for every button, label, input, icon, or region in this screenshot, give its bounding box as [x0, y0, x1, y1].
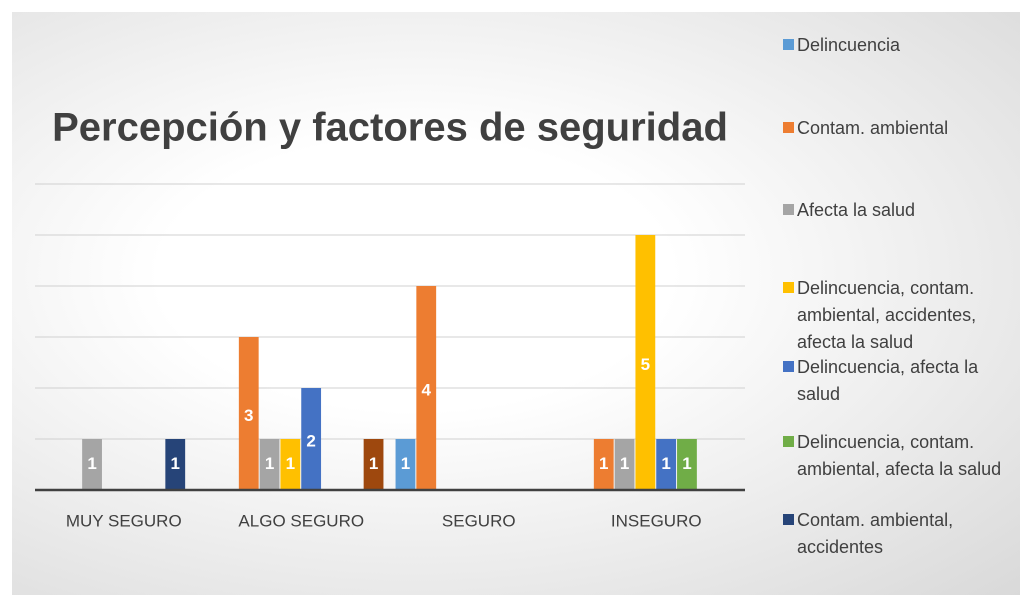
bar	[395, 439, 416, 490]
bar	[238, 337, 259, 490]
legend-swatch	[783, 39, 794, 50]
legend-swatch	[783, 361, 794, 372]
bar	[656, 439, 677, 490]
data-label: 3	[244, 406, 253, 425]
chart-background	[12, 12, 1020, 595]
data-label: 1	[682, 454, 691, 473]
x-tick-label: INSEGURO	[611, 511, 702, 530]
legend-label: Contam. ambiental, accidentes	[797, 510, 954, 557]
bar	[259, 439, 280, 490]
bar	[593, 439, 614, 490]
data-label: 4	[422, 380, 432, 399]
legend-label: Delincuencia, contam. ambiental, afecta …	[797, 432, 1002, 479]
legend-swatch	[783, 282, 794, 293]
chart-title: Percepción y factores de seguridad	[52, 106, 728, 150]
data-label: 1	[369, 454, 378, 473]
legend-item: Contam. ambiental	[783, 115, 1018, 142]
bar	[614, 439, 635, 490]
legend-swatch	[783, 204, 794, 215]
data-label: 1	[286, 454, 295, 473]
legend-item: Delincuencia, contam. ambiental, acciden…	[783, 275, 1018, 356]
bar	[301, 388, 322, 490]
data-label: 2	[306, 431, 315, 450]
legend-item: Delincuencia	[783, 32, 1018, 59]
bar	[363, 439, 384, 490]
data-label: 1	[171, 454, 180, 473]
bar	[635, 235, 656, 490]
legend-label: Contam. ambiental	[797, 118, 949, 138]
bar	[677, 439, 697, 490]
legend-item: Delincuencia, contam. ambiental, afecta …	[783, 429, 1018, 483]
legend-label: Delincuencia, afecta la salud	[797, 357, 979, 404]
x-tick-label: SEGURO	[442, 511, 516, 530]
legend-swatch	[783, 436, 794, 447]
legend-label: Delincuencia, contam. ambiental, acciden…	[797, 278, 977, 352]
x-tick-label: ALGO SEGURO	[238, 511, 364, 530]
bar	[165, 439, 186, 490]
data-label: 1	[599, 454, 608, 473]
data-label: 1	[401, 454, 410, 473]
bar	[416, 286, 437, 490]
bar	[280, 439, 301, 490]
legend-swatch	[783, 514, 794, 525]
legend-item: Contam. ambiental, accidentes	[783, 507, 1018, 561]
legend-label: Afecta la salud	[797, 200, 916, 220]
data-label: 1	[620, 454, 629, 473]
legend-item: Delincuencia, afecta la salud	[783, 354, 1018, 408]
legend-swatch	[783, 122, 794, 133]
x-tick-label: MUY SEGURO	[66, 511, 182, 530]
data-label: 1	[265, 454, 274, 473]
data-label: 1	[87, 454, 96, 473]
data-label: 1	[661, 454, 670, 473]
legend-label: Delincuencia	[797, 35, 901, 55]
bar	[82, 439, 102, 490]
legend-item: Afecta la salud	[783, 197, 1018, 224]
data-label: 5	[641, 355, 650, 374]
